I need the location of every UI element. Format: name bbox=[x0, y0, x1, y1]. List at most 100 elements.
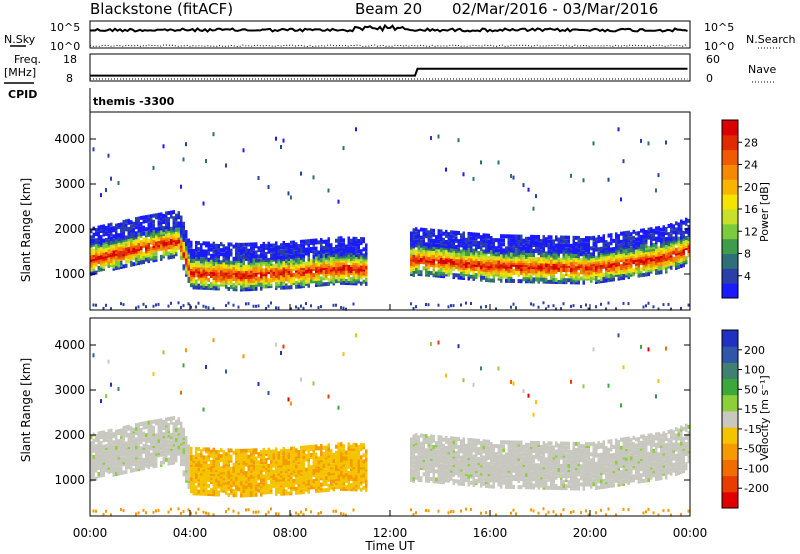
power-cell bbox=[502, 238, 505, 243]
power-cell bbox=[140, 215, 143, 220]
power-cell bbox=[197, 253, 200, 258]
velocity-cell bbox=[130, 466, 133, 471]
power-cell bbox=[662, 225, 665, 230]
power-cell bbox=[167, 221, 170, 226]
velocity-cell bbox=[217, 480, 220, 485]
power-cell bbox=[242, 148, 245, 153]
velocity-cell bbox=[175, 433, 178, 438]
power-cell bbox=[500, 254, 503, 259]
power-cell bbox=[425, 228, 428, 233]
power-cell bbox=[357, 267, 360, 272]
power-cell bbox=[637, 261, 640, 266]
power-cell bbox=[430, 136, 432, 140]
power-cell bbox=[605, 260, 608, 265]
velocity-cell bbox=[142, 443, 145, 448]
power-cell bbox=[547, 255, 550, 260]
power-cell bbox=[95, 250, 98, 255]
power-cell bbox=[357, 275, 360, 280]
velocity-cell bbox=[202, 407, 205, 412]
power-cell bbox=[342, 306, 345, 310]
power-cell bbox=[455, 259, 458, 264]
power-cell bbox=[575, 252, 578, 257]
velocity-cell bbox=[200, 473, 203, 478]
power-cell bbox=[287, 285, 290, 290]
power-cell bbox=[135, 249, 138, 254]
power-cell bbox=[257, 176, 260, 180]
power-cell bbox=[480, 245, 483, 250]
power-cell bbox=[152, 165, 155, 170]
power-cell bbox=[282, 241, 285, 245]
power-cell bbox=[542, 237, 545, 242]
power-cell bbox=[610, 237, 613, 242]
power-cell bbox=[257, 258, 260, 263]
power-cell bbox=[215, 276, 218, 281]
velocity-cell bbox=[160, 436, 163, 441]
velocity-cell bbox=[165, 441, 168, 446]
power-cell bbox=[167, 304, 170, 308]
power-cell bbox=[652, 263, 655, 268]
power-cell bbox=[217, 274, 220, 279]
power-cell bbox=[537, 257, 540, 262]
power-cell bbox=[680, 237, 683, 242]
power-cell bbox=[200, 243, 203, 248]
power-cell bbox=[162, 218, 165, 222]
velocity-cell bbox=[122, 456, 125, 461]
power-cell bbox=[252, 304, 255, 308]
power-cell bbox=[500, 234, 503, 239]
power-cell bbox=[270, 261, 273, 266]
power-cell bbox=[510, 234, 513, 239]
power-cell bbox=[177, 213, 180, 218]
power-cell bbox=[515, 238, 518, 243]
y-tick-label: 3000 bbox=[54, 177, 85, 191]
velocity-cell bbox=[182, 431, 185, 436]
velocity-cell bbox=[180, 462, 183, 466]
power-cell bbox=[657, 270, 660, 275]
power-cell bbox=[197, 275, 200, 280]
velocity-cell bbox=[215, 464, 218, 468]
power-cell bbox=[655, 252, 658, 257]
power-cell bbox=[450, 230, 453, 235]
power-cell bbox=[560, 261, 563, 266]
power-cell bbox=[452, 267, 455, 271]
power-cell bbox=[570, 173, 572, 178]
power-cell bbox=[620, 245, 623, 250]
power-cell bbox=[292, 246, 295, 251]
velocity-cell bbox=[190, 450, 193, 455]
power-cell bbox=[120, 254, 123, 259]
velocity-cell bbox=[167, 427, 170, 432]
power-cell bbox=[335, 261, 338, 265]
power-cell bbox=[535, 247, 538, 252]
power-cell bbox=[205, 281, 208, 286]
power-cell bbox=[167, 237, 170, 242]
power-cell bbox=[550, 239, 553, 244]
power-cell bbox=[237, 253, 240, 257]
power-cell bbox=[552, 263, 555, 268]
power-cell bbox=[137, 236, 140, 241]
power-cell bbox=[440, 247, 443, 252]
velocity-cell bbox=[117, 471, 120, 476]
power-cell bbox=[495, 307, 497, 311]
power-cell bbox=[292, 240, 295, 245]
power-cell bbox=[565, 247, 568, 252]
power-cell bbox=[245, 279, 248, 284]
power-cell bbox=[232, 266, 235, 271]
velocity-cell bbox=[110, 442, 113, 447]
power-cell bbox=[270, 301, 272, 305]
velocity-cell bbox=[150, 428, 153, 433]
power-cell bbox=[315, 252, 318, 257]
power-cell bbox=[617, 240, 620, 245]
power-cell bbox=[250, 270, 253, 275]
velocity-cell bbox=[190, 485, 193, 490]
power-cell bbox=[270, 247, 273, 252]
power-cell bbox=[315, 246, 318, 251]
power-cell bbox=[460, 241, 463, 246]
power-cell bbox=[227, 256, 230, 261]
power-cell bbox=[345, 278, 348, 283]
power-cell bbox=[607, 249, 610, 254]
velocity-cell bbox=[137, 438, 140, 443]
power-cell bbox=[120, 263, 123, 267]
velocity-cell bbox=[122, 432, 125, 436]
power-cell bbox=[567, 249, 570, 254]
velocity-cell bbox=[97, 465, 100, 470]
